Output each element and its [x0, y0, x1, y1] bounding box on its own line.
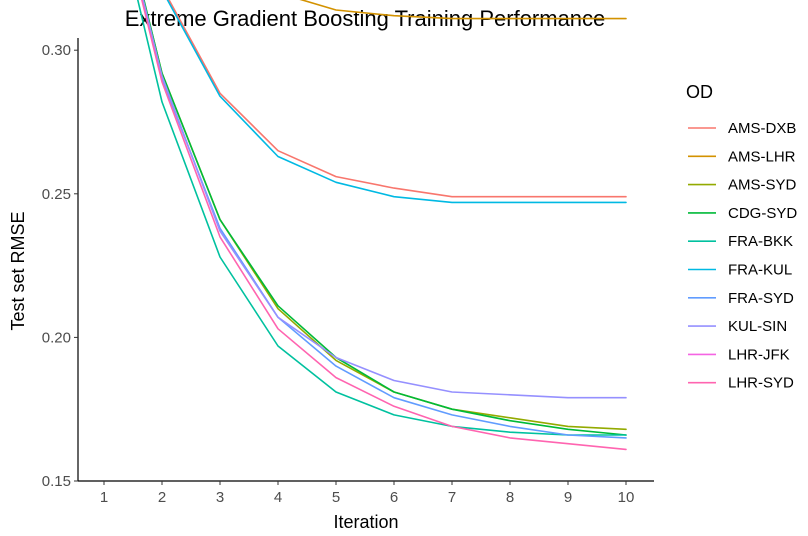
y-tick-label: 0.25	[42, 186, 71, 203]
x-axis-title: Iteration	[333, 512, 398, 532]
series-line-ams-lhr	[299, 0, 627, 20]
series-line-kul-sin	[142, 0, 627, 399]
x-tick-label: 9	[564, 489, 572, 506]
x-tick-label: 8	[506, 489, 514, 506]
series-line-ams-syd	[142, 0, 627, 431]
plot-area: 0.150.200.250.300.350.400.4512345678910	[42, 0, 654, 506]
legend-label-ams-syd: AMS-SYD	[728, 177, 797, 194]
x-tick-label: 2	[158, 489, 166, 506]
legend-label-fra-syd: FRA-SYD	[728, 290, 794, 307]
series-line-fra-kul	[166, 0, 627, 204]
y-axis-title: Test set RMSE	[8, 211, 28, 330]
legend-label-fra-kul: FRA-KUL	[728, 262, 792, 279]
series-line-lhr-syd	[141, 0, 627, 451]
legend-label-lhr-syd: LHR-SYD	[728, 375, 794, 392]
legend-label-cdg-syd: CDG-SYD	[728, 205, 797, 222]
x-tick-label: 3	[216, 489, 224, 506]
y-tick-label: 0.15	[42, 473, 71, 490]
x-tick-label: 4	[274, 489, 282, 506]
legend-label-kul-sin: KUL-SIN	[728, 318, 787, 335]
series-line-fra-syd	[141, 0, 627, 439]
x-tick-label: 5	[332, 489, 340, 506]
x-tick-label: 10	[618, 489, 635, 506]
series-line-cdg-syd	[143, 0, 627, 436]
x-tick-label: 7	[448, 489, 456, 506]
x-tick-label: 1	[100, 489, 108, 506]
y-tick-label: 0.30	[42, 42, 71, 59]
y-tick-label: 0.20	[42, 329, 71, 346]
legend: AMS-DXB AMS-LHR AMS-SYD CDG-SYD FRA-BKK FRA-K…	[688, 120, 797, 392]
legend-title: OD	[686, 82, 713, 102]
series-line-ams-dxb	[168, 0, 627, 198]
legend-label-ams-dxb: AMS-DXB	[728, 120, 796, 137]
legend-label-lhr-jfk: LHR-JFK	[728, 346, 790, 363]
series-line-fra-bkk	[136, 0, 627, 436]
legend-label-fra-bkk: FRA-BKK	[728, 233, 793, 250]
legend-label-ams-lhr: AMS-LHR	[728, 148, 796, 165]
x-tick-label: 6	[390, 489, 398, 506]
